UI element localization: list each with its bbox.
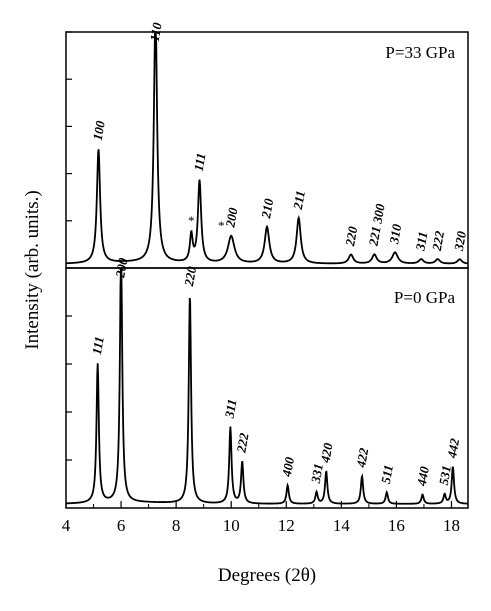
x-tick-label: 10 xyxy=(223,516,240,535)
top-y-ticks xyxy=(66,31,72,222)
peak-label: 200 xyxy=(112,256,130,279)
peak-label: 221 300 xyxy=(365,202,387,248)
x-tick-label: 4 xyxy=(62,516,71,535)
peak-label: 511 xyxy=(378,464,396,485)
impurity-star: * xyxy=(188,213,195,228)
peak-label: 220 xyxy=(181,265,199,288)
peak-label: 440 xyxy=(414,465,432,488)
x-tick-label: 6 xyxy=(117,516,126,535)
x-tick-label: 14 xyxy=(333,516,351,535)
peak-label: 200 xyxy=(222,206,240,229)
bottom-panel-frame xyxy=(65,267,469,509)
peak-label: 111 xyxy=(191,152,209,172)
bottom-panel-trace xyxy=(65,268,469,505)
x-axis-title: Degrees (2θ) xyxy=(218,565,316,586)
peak-label: 110 xyxy=(147,21,165,43)
y-axis-title: Intensity (arb. units.) xyxy=(22,190,43,349)
peak-label: 331 xyxy=(308,462,326,485)
peak-label: 111 xyxy=(89,335,107,355)
top-panel-label: P=33 GPa xyxy=(385,43,455,62)
bottom-panel-label: P=0 GPa xyxy=(394,288,456,307)
impurity-star: * xyxy=(218,218,225,233)
peak-label: 531 xyxy=(436,464,454,486)
x-axis: 4 6 8 10 12 14 16 18 xyxy=(62,501,460,535)
peak-label: 222 xyxy=(233,431,251,454)
peak-label: 220 xyxy=(342,225,360,248)
peak-label: 222 xyxy=(429,229,447,252)
bottom-y-ticks xyxy=(66,267,72,461)
peak-label: 211 xyxy=(290,189,308,211)
peak-label: 310 xyxy=(386,222,404,245)
x-tick-label: 12 xyxy=(278,516,295,535)
x-tick-label: 8 xyxy=(172,516,181,535)
peak-label: 100 xyxy=(90,119,108,141)
peak-label: 210 xyxy=(258,197,276,220)
x-tick-label: 18 xyxy=(443,516,460,535)
peak-label: 400 xyxy=(279,455,297,478)
top-panel-frame xyxy=(65,31,469,269)
top-panel-trace xyxy=(65,32,469,265)
peak-label: 311 xyxy=(221,398,239,420)
x-tick-label: 16 xyxy=(388,516,405,535)
peak-label: 422 xyxy=(353,446,371,469)
peak-label: 442 xyxy=(444,437,462,460)
peak-label: 420 xyxy=(317,441,335,464)
peak-label: 311 xyxy=(412,230,430,252)
peak-label: 320 xyxy=(451,230,469,253)
